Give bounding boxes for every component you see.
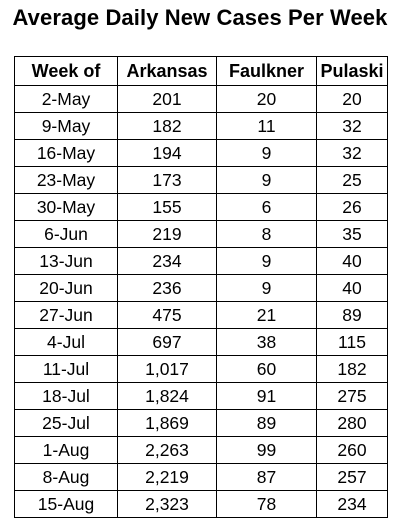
cell-pulaski: 32 — [316, 139, 388, 167]
cell-arkansas: 1,017 — [117, 355, 217, 383]
cell-faulkner: 9 — [216, 139, 317, 167]
cell-pulaski: 40 — [316, 274, 388, 302]
table-row: 6-Jun 219 8 35 — [14, 220, 388, 248]
cell-pulaski: 280 — [316, 409, 388, 437]
cell-pulaski: 257 — [316, 463, 388, 491]
table-row: 1-Aug 2,263 99 260 — [14, 436, 388, 464]
data-table-container: Week of Arkansas Faulkner Pulaski 2-May 2… — [14, 56, 388, 518]
table-row: 13-Jun 234 9 40 — [14, 247, 388, 275]
cell-pulaski: 260 — [316, 436, 388, 464]
cell-arkansas: 182 — [117, 112, 217, 140]
cell-faulkner: 60 — [216, 355, 317, 383]
cell-pulaski: 25 — [316, 166, 388, 194]
cell-week: 11-Jul — [14, 355, 118, 383]
cell-faulkner: 8 — [216, 220, 317, 248]
cell-week: 13-Jun — [14, 247, 118, 275]
table-row: 16-May 194 9 32 — [14, 139, 388, 167]
cell-pulaski: 26 — [316, 193, 388, 221]
cell-week: 27-Jun — [14, 301, 118, 329]
cell-arkansas: 234 — [117, 247, 217, 275]
table-row: 18-Jul 1,824 91 275 — [14, 382, 388, 410]
table-row: 15-Aug 2,323 78 234 — [14, 490, 388, 518]
table-row: 30-May 155 6 26 — [14, 193, 388, 221]
cell-arkansas: 173 — [117, 166, 217, 194]
cell-arkansas: 155 — [117, 193, 217, 221]
cell-week: 16-May — [14, 139, 118, 167]
cell-arkansas: 219 — [117, 220, 217, 248]
table-body: 2-May 201 20 20 9-May 182 11 32 16-May 194 9 32 23-M… — [14, 85, 388, 518]
table-row: 9-May 182 11 32 — [14, 112, 388, 140]
cell-week: 23-May — [14, 166, 118, 194]
cell-arkansas: 194 — [117, 139, 217, 167]
cell-faulkner: 78 — [216, 490, 317, 518]
cell-pulaski: 234 — [316, 490, 388, 518]
column-header-arkansas: Arkansas — [117, 56, 217, 86]
cell-arkansas: 2,323 — [117, 490, 217, 518]
cell-faulkner: 89 — [216, 409, 317, 437]
table-row: 20-Jun 236 9 40 — [14, 274, 388, 302]
cell-week: 18-Jul — [14, 382, 118, 410]
column-header-pulaski: Pulaski — [316, 56, 388, 86]
cell-arkansas: 475 — [117, 301, 217, 329]
cell-arkansas: 2,219 — [117, 463, 217, 491]
cell-faulkner: 9 — [216, 247, 317, 275]
table-row: 25-Jul 1,869 89 280 — [14, 409, 388, 437]
cell-arkansas: 697 — [117, 328, 217, 356]
cell-week: 9-May — [14, 112, 118, 140]
cell-week: 1-Aug — [14, 436, 118, 464]
cell-faulkner: 9 — [216, 274, 317, 302]
table-row: 27-Jun 475 21 89 — [14, 301, 388, 329]
column-header-faulkner: Faulkner — [216, 56, 317, 86]
cell-faulkner: 87 — [216, 463, 317, 491]
cell-arkansas: 1,869 — [117, 409, 217, 437]
cell-faulkner: 9 — [216, 166, 317, 194]
cell-pulaski: 89 — [316, 301, 388, 329]
cell-pulaski: 182 — [316, 355, 388, 383]
cell-faulkner: 21 — [216, 301, 317, 329]
cell-faulkner: 38 — [216, 328, 317, 356]
cell-pulaski: 115 — [316, 328, 388, 356]
cell-week: 30-May — [14, 193, 118, 221]
cell-week: 15-Aug — [14, 490, 118, 518]
cell-arkansas: 236 — [117, 274, 217, 302]
table-row: 11-Jul 1,017 60 182 — [14, 355, 388, 383]
cell-faulkner: 20 — [216, 85, 317, 113]
cell-faulkner: 91 — [216, 382, 317, 410]
cell-pulaski: 40 — [316, 247, 388, 275]
cell-faulkner: 99 — [216, 436, 317, 464]
cell-arkansas: 201 — [117, 85, 217, 113]
cell-week: 6-Jun — [14, 220, 118, 248]
cell-week: 2-May — [14, 85, 118, 113]
cell-pulaski: 35 — [316, 220, 388, 248]
table-row: 8-Aug 2,219 87 257 — [14, 463, 388, 491]
cell-week: 8-Aug — [14, 463, 118, 491]
cell-pulaski: 20 — [316, 85, 388, 113]
table-header-row: Week of Arkansas Faulkner Pulaski — [14, 56, 388, 86]
cell-week: 25-Jul — [14, 409, 118, 437]
table-row: 4-Jul 697 38 115 — [14, 328, 388, 356]
table-row: 2-May 201 20 20 — [14, 85, 388, 113]
cell-pulaski: 275 — [316, 382, 388, 410]
cell-week: 20-Jun — [14, 274, 118, 302]
column-header-week: Week of — [14, 56, 118, 86]
table-title: Average Daily New Cases Per Week — [12, 5, 388, 30]
data-table: Week of Arkansas Faulkner Pulaski 2-May 2… — [14, 56, 388, 518]
cell-week: 4-Jul — [14, 328, 118, 356]
cell-arkansas: 1,824 — [117, 382, 217, 410]
cell-faulkner: 11 — [216, 112, 317, 140]
cell-arkansas: 2,263 — [117, 436, 217, 464]
cell-faulkner: 6 — [216, 193, 317, 221]
table-row: 23-May 173 9 25 — [14, 166, 388, 194]
cell-pulaski: 32 — [316, 112, 388, 140]
